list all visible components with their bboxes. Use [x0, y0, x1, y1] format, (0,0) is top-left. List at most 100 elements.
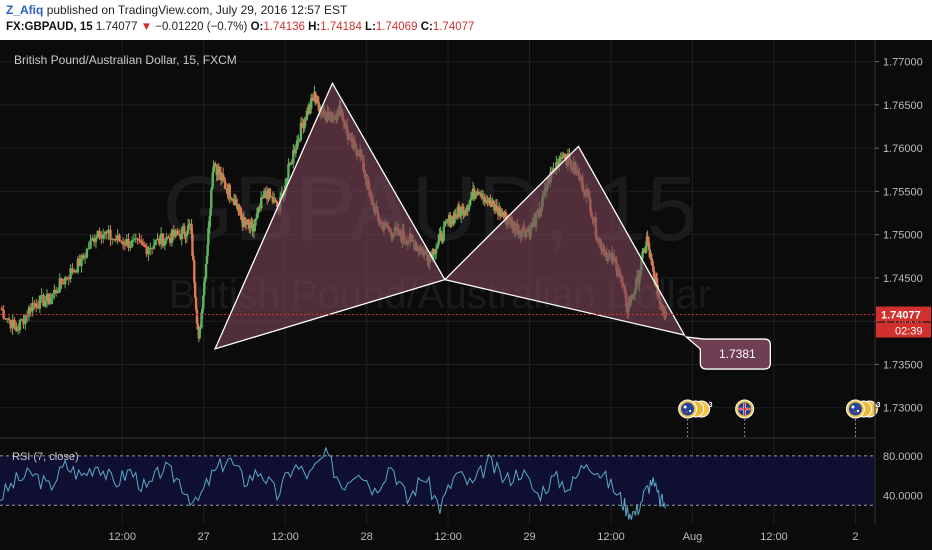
candle-body	[560, 157, 564, 159]
candle-body	[109, 229, 112, 240]
candle-body	[71, 268, 74, 273]
candle-body	[479, 193, 482, 195]
candle-body	[249, 221, 252, 229]
candle-body	[647, 242, 651, 250]
candle-body	[501, 212, 504, 216]
candle-body	[207, 227, 210, 245]
candle-body	[650, 258, 654, 262]
harmonic-pattern[interactable]	[213, 81, 686, 350]
candle-body	[203, 282, 206, 296]
candle-body	[208, 216, 212, 227]
time-tick-label: 12:00	[271, 531, 299, 543]
candle-body	[271, 196, 275, 203]
candle-body	[487, 198, 491, 204]
candle-body	[641, 251, 644, 259]
trading-chart[interactable]: GBPAUD, 15 British Pound/Australian Doll…	[0, 40, 932, 550]
time-tick-label: 28	[360, 531, 372, 543]
flag-star	[683, 405, 687, 409]
candle-body	[20, 319, 23, 321]
candle-body	[559, 157, 562, 159]
candle-body	[179, 235, 182, 239]
candle-body	[24, 315, 27, 325]
high-label: H:	[308, 21, 321, 33]
candle-body	[290, 162, 293, 164]
candle-body	[172, 229, 176, 237]
candle-body	[141, 242, 145, 245]
candle-body	[107, 229, 110, 234]
author-link[interactable]: Z_Afiq	[6, 3, 44, 17]
candle-body	[274, 199, 277, 201]
candle-body	[165, 236, 168, 241]
candle-body	[260, 197, 263, 209]
candle-body	[441, 240, 444, 242]
candle-body	[6, 318, 9, 320]
candle-body	[499, 208, 502, 217]
time-tick-label: 12:00	[434, 531, 462, 543]
candle-body	[302, 125, 305, 129]
au-flag-icon[interactable]: 3	[678, 399, 713, 419]
candle-body	[174, 230, 177, 237]
candle-body	[38, 295, 42, 309]
candle-body	[161, 233, 165, 246]
au-flag-icon[interactable]: 3	[845, 399, 880, 419]
candle-body	[254, 218, 257, 227]
candle-body	[143, 244, 147, 247]
candle-body	[267, 188, 270, 200]
candle-body	[222, 174, 225, 180]
candle-body	[307, 104, 311, 115]
candle-body	[192, 255, 195, 261]
candle-body	[188, 224, 191, 226]
flag-star	[856, 409, 860, 413]
candle-body	[25, 315, 29, 317]
candle-body	[303, 119, 306, 129]
candle-body	[262, 191, 266, 199]
candle-body	[100, 236, 103, 239]
candle-body	[217, 167, 221, 174]
gb-flag-icon[interactable]	[735, 399, 755, 419]
candle-body	[247, 219, 250, 225]
overlays: 1.7381 3 3	[0, 314, 880, 438]
price-change: −0.01220 (−0.7%)	[155, 21, 248, 33]
candle-body	[224, 182, 227, 189]
high-value: 1.74184	[320, 21, 362, 33]
candle-body	[11, 319, 14, 329]
target-callout[interactable]	[684, 336, 772, 370]
candle-body	[556, 162, 560, 167]
candle-body	[311, 97, 314, 100]
candle-body	[74, 270, 78, 273]
symbol-label[interactable]: FX:GBPAUD, 15	[6, 21, 93, 33]
candle-body	[134, 238, 137, 240]
candle-body	[316, 96, 320, 103]
candle-body	[474, 192, 477, 199]
candle-body	[261, 197, 264, 199]
candle-body	[103, 231, 107, 235]
candle-body	[490, 204, 493, 206]
candle-body	[156, 238, 159, 241]
candle-body	[477, 192, 481, 194]
candle-body	[648, 249, 651, 258]
candle-body	[193, 260, 196, 283]
candle-body	[47, 293, 51, 304]
candle-body	[495, 205, 499, 211]
candle-body	[140, 240, 143, 243]
candle-body	[437, 240, 440, 246]
candle-body	[212, 166, 215, 173]
candle-body	[195, 309, 199, 324]
pattern-triangle-bcd[interactable]	[443, 145, 686, 337]
price-tick-label: 1.73000	[883, 403, 923, 415]
candle-body	[228, 184, 231, 198]
time-tick-label: Aug	[683, 531, 703, 543]
candle-body	[105, 231, 109, 234]
candle-body	[147, 249, 150, 255]
candle-body	[154, 240, 157, 246]
rsi-line	[0, 446, 666, 520]
rsi-tick-label: 40.0000	[883, 490, 923, 502]
candle-body	[78, 258, 81, 267]
rsi-tick-label: 80.0000	[883, 451, 923, 463]
countdown-label: 02:39	[895, 326, 923, 338]
candle-body	[150, 247, 154, 249]
candle-body	[270, 196, 273, 198]
price-tick-label: 1.77000	[883, 57, 923, 69]
candle-body	[484, 199, 488, 203]
candle-body	[185, 233, 189, 237]
